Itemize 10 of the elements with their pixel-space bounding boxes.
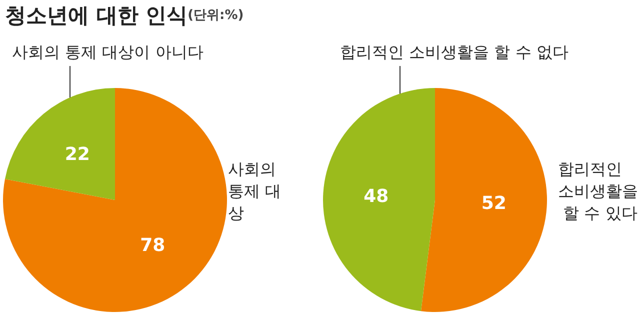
data-label: 78 bbox=[140, 234, 166, 256]
slice-label: 사회의 통제 대상이 아니다 bbox=[12, 42, 204, 62]
slice-label: 합리적인 소비생활을 할 수 없다 bbox=[340, 42, 568, 62]
data-label: 48 bbox=[364, 186, 389, 207]
slice-label: 합리적인 소비생활을 할 수 있다 bbox=[558, 160, 638, 222]
chart-title: 청소년에 대한 인식 bbox=[5, 4, 188, 28]
data-label: 52 bbox=[481, 193, 506, 214]
slice-label: 사회의 통제 대상 bbox=[228, 160, 282, 222]
data-label: 22 bbox=[64, 144, 90, 166]
chart-subtitle: (단위:%) bbox=[188, 8, 244, 23]
